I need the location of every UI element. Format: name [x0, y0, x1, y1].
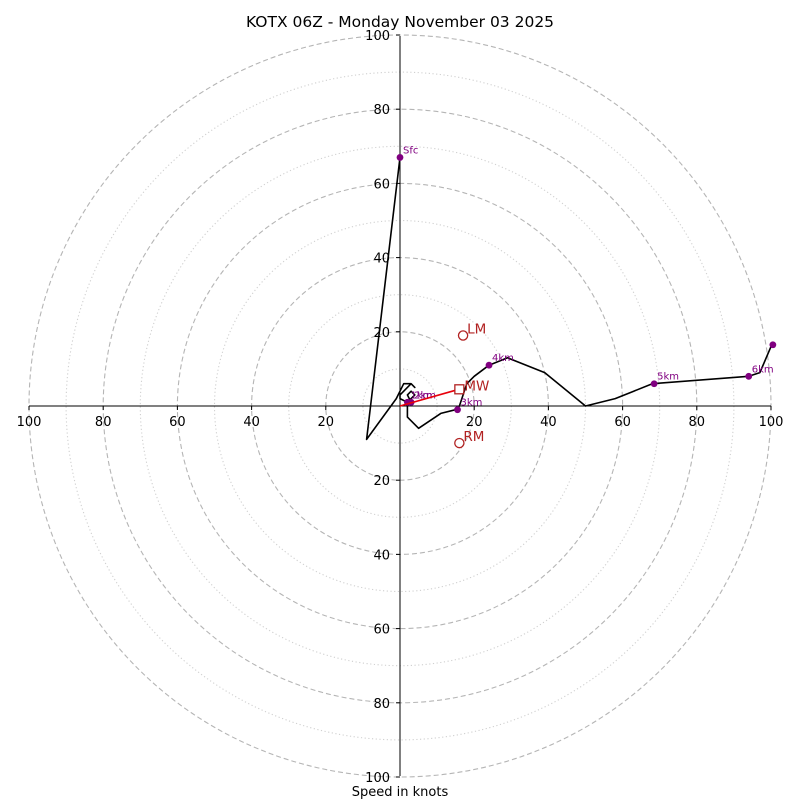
height-marker-dot [396, 154, 404, 161]
y-tick-label: 80 [373, 697, 390, 712]
y-tick-label: 40 [373, 252, 390, 267]
height-marker-label: 2km [414, 390, 436, 401]
y-tick-label: 80 [373, 103, 390, 118]
height-marker-dot [454, 406, 461, 414]
x-tick-label: 60 [169, 415, 186, 430]
tick-labels: 100 80 60 40 20 20 40 60 80 100 100 80 60 40 20 20 40 60 8… [17, 29, 784, 786]
height-marker-label: Sfc [403, 145, 418, 156]
x-tick-label: 80 [95, 415, 112, 430]
y-tick-label: 100 [365, 29, 390, 44]
height-marker-dot [745, 372, 753, 380]
right-mover-label: RM [463, 429, 484, 445]
x-tick-label: 100 [17, 415, 42, 430]
hodograph-trace-group [365, 157, 772, 441]
height-marker-dot [769, 341, 777, 349]
x-axis-label: Speed in knots [352, 785, 449, 800]
y-tick-label: 20 [373, 474, 390, 489]
height-marker-dot [485, 361, 493, 369]
x-tick-label: 40 [243, 415, 260, 430]
x-tick-label: 100 [759, 415, 784, 430]
mean-wind-label: MW [464, 378, 489, 394]
height-marker-label: 1km [410, 390, 432, 401]
height-marker-label: 3km [461, 398, 483, 409]
y-tick-label: 60 [373, 623, 390, 638]
hodograph-trace [365, 157, 772, 441]
x-tick-label: 60 [614, 415, 631, 430]
height-marker-dot [650, 380, 658, 388]
mean-wind-vector [399, 389, 456, 407]
x-tick-label: 40 [540, 415, 557, 430]
y-tick-label: 100 [365, 771, 390, 786]
left-mover-label: LM [467, 322, 486, 338]
left-mover-marker [457, 330, 469, 341]
y-tick-label: 60 [373, 177, 390, 192]
x-tick-label: 80 [689, 415, 706, 430]
storm-motion: MW LM RM [399, 322, 489, 449]
x-tick-label: 20 [318, 415, 335, 430]
mean-wind-marker [454, 384, 465, 395]
x-tick-label: 20 [466, 415, 483, 430]
y-tick-label: 40 [373, 548, 390, 563]
height-marker-label: 5km [657, 372, 679, 383]
y-tick-label: 20 [373, 326, 390, 341]
height-marker-label: 4km [492, 353, 514, 364]
chart-title: KOTX 06Z - Monday November 03 2025 [246, 13, 554, 31]
right-mover-marker [454, 437, 465, 449]
height-marker-label: 6km [752, 364, 774, 375]
